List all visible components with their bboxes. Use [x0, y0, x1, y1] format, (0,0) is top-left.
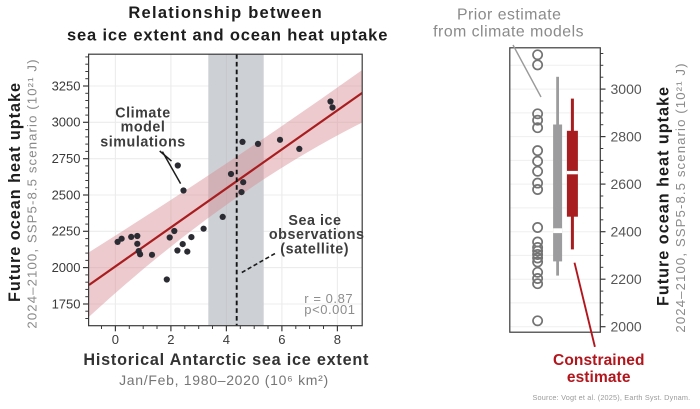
svg-text:2024–2100, SSP5-8.5 scenario (: 2024–2100, SSP5-8.5 scenario (10²¹ J) — [25, 58, 40, 328]
svg-text:p<0.001: p<0.001 — [304, 302, 355, 317]
svg-text:Prior estimate: Prior estimate — [457, 7, 561, 24]
svg-text:r = 0.87: r = 0.87 — [304, 291, 353, 306]
svg-text:2800: 2800 — [611, 128, 642, 144]
svg-text:Future ocean heat uptake: Future ocean heat uptake — [6, 82, 24, 302]
svg-text:2000: 2000 — [611, 319, 642, 335]
svg-text:Future ocean heat uptake: Future ocean heat uptake — [655, 86, 673, 306]
svg-text:2750: 2750 — [52, 151, 81, 166]
svg-text:Source: Vogt et al. (2025), Ea: Source: Vogt et al. (2025), Earth Syst. … — [532, 393, 690, 402]
svg-text:Sea ice: Sea ice — [288, 213, 341, 229]
svg-text:3000: 3000 — [52, 115, 81, 130]
svg-text:2400: 2400 — [611, 224, 642, 240]
svg-text:8: 8 — [334, 332, 341, 347]
svg-text:(satellite): (satellite) — [280, 241, 349, 257]
svg-text:Climate: Climate — [115, 106, 171, 122]
svg-text:estimate: estimate — [567, 369, 631, 386]
svg-text:0: 0 — [112, 332, 119, 347]
svg-text:simulations: simulations — [100, 134, 186, 150]
svg-text:2000: 2000 — [52, 260, 81, 275]
svg-text:model: model — [121, 119, 166, 135]
svg-text:Jan/Feb, 1980–2020 (10⁶ km²): Jan/Feb, 1980–2020 (10⁶ km²) — [119, 372, 329, 388]
svg-text:4: 4 — [223, 332, 230, 347]
svg-text:2200: 2200 — [611, 271, 642, 287]
svg-text:Relationship between: Relationship between — [128, 4, 323, 22]
svg-text:Historical Antarctic sea ice e: Historical Antarctic sea ice extent — [83, 351, 369, 369]
svg-text:2: 2 — [167, 332, 174, 347]
svg-text:observations: observations — [269, 227, 365, 243]
svg-text:sea ice extent and ocean heat: sea ice extent and ocean heat uptake — [67, 26, 388, 44]
svg-text:3250: 3250 — [52, 78, 81, 93]
svg-text:Constrained: Constrained — [553, 352, 645, 369]
svg-text:from climate models: from climate models — [433, 24, 584, 41]
svg-text:1750: 1750 — [52, 296, 81, 311]
svg-text:2250: 2250 — [52, 224, 81, 239]
svg-text:3000: 3000 — [611, 81, 642, 97]
svg-text:2600: 2600 — [611, 176, 642, 192]
svg-text:2024–2100, SSP5-8.5 scenario (: 2024–2100, SSP5-8.5 scenario (10²¹ J) — [673, 62, 688, 332]
svg-text:2500: 2500 — [52, 187, 81, 202]
svg-text:6: 6 — [278, 332, 285, 347]
